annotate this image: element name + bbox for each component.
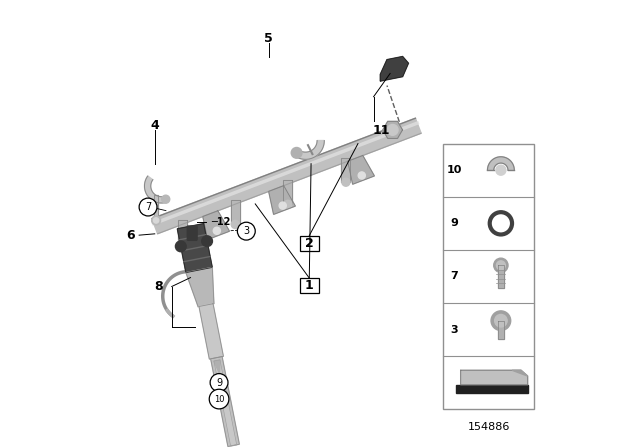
Text: 4: 4 [150, 119, 159, 132]
Circle shape [291, 147, 302, 158]
Polygon shape [186, 267, 214, 307]
Text: 11: 11 [373, 124, 390, 137]
Text: ─12: ─12 [211, 217, 231, 227]
Circle shape [387, 125, 398, 135]
Text: 9: 9 [216, 378, 222, 388]
Polygon shape [231, 200, 240, 224]
Polygon shape [380, 56, 408, 81]
Text: 10: 10 [214, 395, 224, 404]
Bar [443, 144, 534, 409]
Text: 5: 5 [264, 32, 273, 45]
Polygon shape [461, 370, 527, 385]
FancyBboxPatch shape [188, 226, 197, 240]
Text: 3: 3 [243, 226, 250, 236]
Circle shape [496, 165, 506, 175]
Polygon shape [203, 211, 230, 240]
Polygon shape [456, 385, 527, 392]
Bar [300, 236, 319, 251]
Polygon shape [498, 265, 504, 288]
Circle shape [210, 374, 228, 392]
Polygon shape [152, 118, 421, 234]
Circle shape [497, 261, 506, 270]
Circle shape [175, 241, 186, 252]
Polygon shape [342, 158, 350, 182]
Polygon shape [498, 321, 504, 339]
Polygon shape [211, 357, 239, 447]
Text: 10: 10 [446, 165, 461, 175]
Polygon shape [383, 121, 403, 138]
Polygon shape [178, 220, 187, 245]
Circle shape [139, 198, 157, 216]
Circle shape [231, 220, 239, 228]
Text: 2: 2 [305, 237, 314, 250]
Polygon shape [214, 360, 237, 446]
Polygon shape [284, 180, 292, 204]
Circle shape [154, 218, 159, 223]
Circle shape [152, 216, 161, 225]
Text: 8: 8 [154, 280, 163, 293]
Text: 7: 7 [450, 271, 458, 281]
Circle shape [342, 178, 350, 186]
Polygon shape [214, 360, 220, 374]
Polygon shape [145, 176, 166, 203]
Text: 154886: 154886 [467, 422, 510, 432]
Circle shape [495, 314, 507, 327]
Polygon shape [269, 185, 295, 214]
Circle shape [162, 195, 170, 203]
Text: 3: 3 [450, 325, 458, 335]
Circle shape [493, 258, 508, 272]
Polygon shape [177, 224, 212, 273]
Polygon shape [512, 370, 527, 376]
Circle shape [179, 241, 186, 249]
Circle shape [202, 236, 212, 246]
Circle shape [213, 227, 220, 234]
Polygon shape [154, 195, 158, 220]
Circle shape [209, 389, 229, 409]
Polygon shape [348, 155, 374, 184]
Text: 9: 9 [450, 218, 458, 228]
Text: 1: 1 [305, 279, 314, 292]
Circle shape [237, 222, 255, 240]
Polygon shape [199, 304, 223, 359]
Polygon shape [294, 141, 324, 159]
Circle shape [279, 202, 286, 209]
Text: 6: 6 [126, 228, 134, 241]
Polygon shape [488, 157, 515, 170]
Circle shape [491, 311, 511, 331]
Text: 7: 7 [145, 202, 151, 212]
Circle shape [358, 172, 365, 179]
Circle shape [284, 200, 292, 208]
Bar [300, 278, 319, 293]
